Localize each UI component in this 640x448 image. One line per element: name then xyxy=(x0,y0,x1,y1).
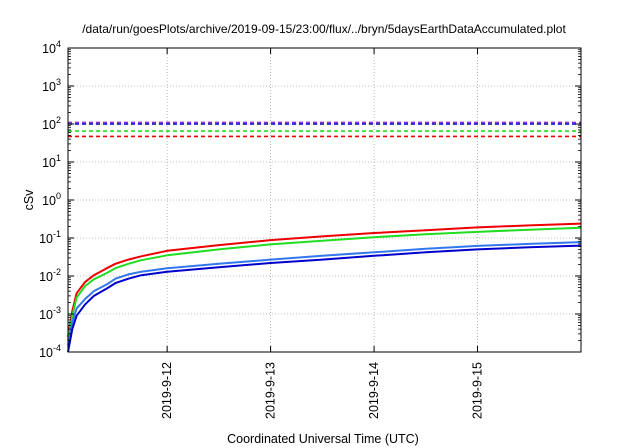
y-tick-label: 102 xyxy=(42,115,61,132)
series-group xyxy=(67,121,582,353)
x-tick-label: 2019-9-12 xyxy=(160,362,174,419)
series-line xyxy=(67,222,582,338)
series-line xyxy=(67,226,582,341)
x-axis-label: Coordinated Universal Time (UTC) xyxy=(227,432,419,446)
y-tick-label: 10-1 xyxy=(39,229,61,246)
y-tick-label: 100 xyxy=(42,191,61,208)
y-tick-label: 103 xyxy=(42,77,61,94)
y-tick-label: 10-4 xyxy=(39,343,61,360)
x-tick-label: 2019-9-13 xyxy=(264,362,278,419)
x-tick-label: 2019-9-14 xyxy=(367,362,381,419)
y-tick-label: 101 xyxy=(42,153,61,170)
series-line xyxy=(67,244,582,353)
ticks: 10-4 10-3 10-2 10-1 100 101 102 103 104 2019-9-12… xyxy=(39,39,581,419)
y-axis-label: cSv xyxy=(22,189,36,211)
y-tick-label: 10-3 xyxy=(39,305,61,322)
plot-area-frame xyxy=(67,47,582,353)
grid xyxy=(68,48,581,352)
chart-title: /data/run/goesPlots/archive/2019-09-15/2… xyxy=(82,22,566,36)
y-tick-label: 10-2 xyxy=(39,267,61,284)
series-line xyxy=(67,241,582,346)
y-tick-label: 104 xyxy=(42,39,61,56)
x-tick-label: 2019-9-15 xyxy=(471,362,485,419)
